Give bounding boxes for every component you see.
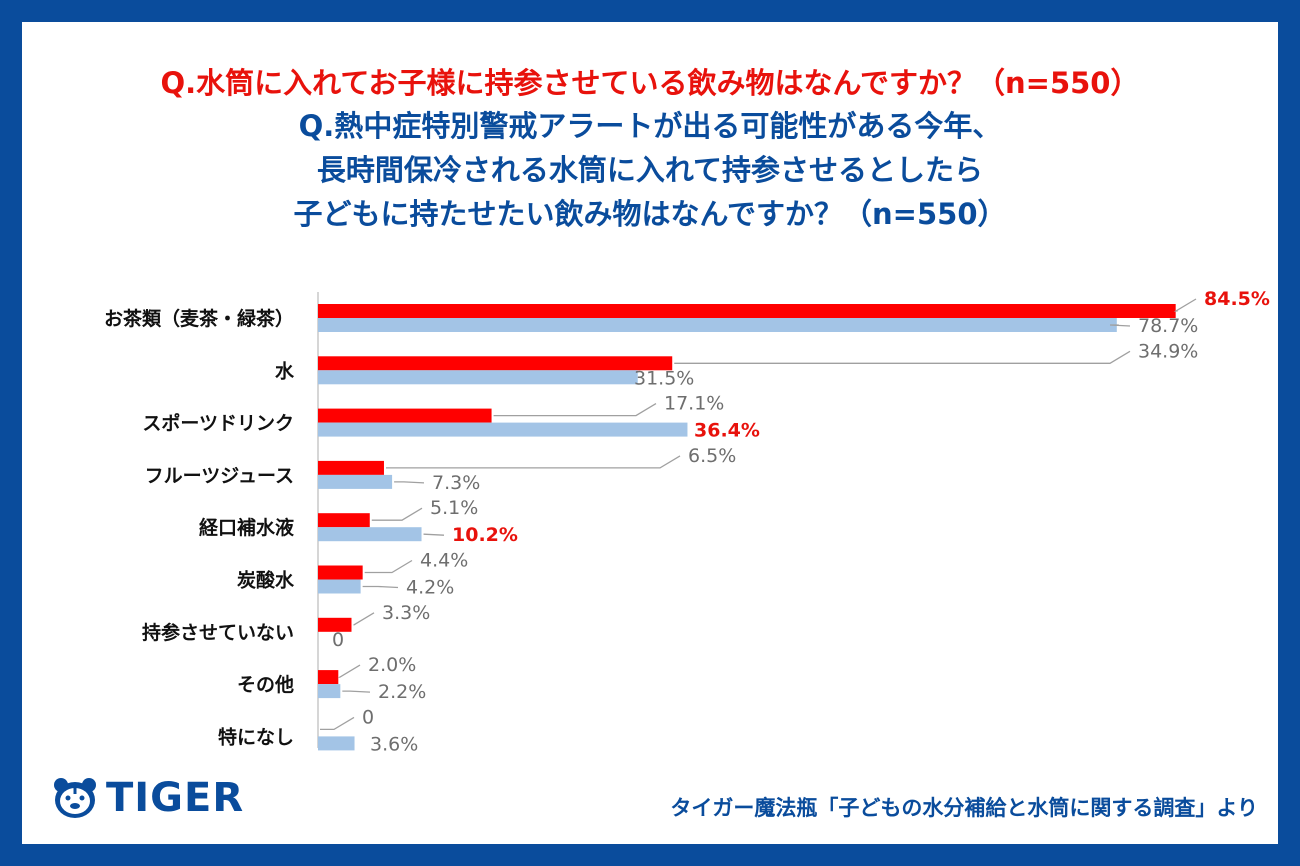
bar-preferred: [318, 736, 355, 751]
leader-line: [342, 690, 371, 693]
bar-current: [318, 617, 352, 632]
leader-line: [337, 664, 361, 678]
question-2-line-2: 長時間保冷される水筒に入れて持参させるとしたら: [316, 153, 984, 187]
data-label-current: 6.5%: [688, 445, 736, 467]
data-label-preferred: 31.5%: [634, 367, 694, 389]
category-label: 炭酸水: [237, 569, 295, 592]
data-label-preferred: 7.3%: [432, 472, 480, 494]
bar-preferred: [318, 684, 341, 699]
category-label: 特になし: [218, 726, 294, 748]
bar-preferred: [318, 318, 1117, 332]
leader-line: [1173, 298, 1197, 312]
data-label-preferred: 36.4%: [694, 420, 760, 442]
question-2-line-3: 子どもに持たせたい飲み物はなんですか？（n=550）: [293, 197, 1007, 231]
leader-line: [353, 612, 375, 626]
leader-line: [362, 585, 399, 589]
category-label: 持参させていない: [142, 621, 294, 644]
data-label-preferred: 4.2%: [406, 577, 454, 599]
data-label-preferred: 0: [332, 629, 344, 651]
bar-current: [318, 670, 339, 685]
category-label: 経口補水液: [199, 516, 295, 539]
category-label: フルーツジュース: [145, 465, 294, 487]
tiger-logo: TIGER: [52, 775, 245, 821]
bar-current: [318, 565, 363, 580]
leader-line: [493, 403, 657, 417]
question-2-line-1: Q.熱中症特別警戒アラートが出る可能性がある今年、: [298, 109, 1002, 143]
data-label-preferred: 10.2%: [452, 524, 518, 546]
category-label: その他: [237, 673, 294, 696]
data-label-preferred: 3.6%: [370, 733, 418, 755]
card-panel: Q.水筒に入れてお子様に持参させている飲み物はなんですか？（n=550） Q.熱…: [22, 22, 1278, 844]
question-2-title: Q.熱中症特別警戒アラートが出る可能性がある今年、 長時間保冷される水筒に入れて…: [22, 104, 1278, 236]
source-note: タイガー魔法瓶「子どもの水分補給と水筒に関する調査」より: [670, 796, 1258, 820]
data-label-current: 3.3%: [382, 602, 430, 624]
data-label-preferred: 2.2%: [378, 681, 426, 703]
bar-preferred: [318, 474, 393, 489]
category-label: お茶類（麦茶・緑茶）: [104, 307, 294, 330]
logo-wordmark: TIGER: [106, 775, 245, 821]
tiger-face-icon: [54, 778, 96, 818]
data-label-current: 17.1%: [664, 393, 724, 415]
leader-line: [371, 507, 423, 521]
data-label-current: 0: [362, 706, 374, 728]
data-label-current: 5.1%: [430, 497, 478, 519]
leader-line: [1109, 324, 1131, 327]
question-1-title: Q.水筒に入れてお子様に持参させている飲み物はなんですか？（n=550）: [160, 66, 1140, 100]
bar-preferred: [318, 370, 638, 385]
leader-line: [394, 481, 425, 484]
bar-preferred: [318, 579, 361, 594]
bar-current: [318, 460, 384, 475]
leader-line: [320, 716, 355, 731]
bar-preferred: [318, 422, 688, 437]
category-label: 水: [275, 360, 295, 382]
data-label-preferred: 78.7%: [1138, 315, 1198, 337]
data-label-current: 2.0%: [368, 654, 416, 676]
leader-line: [423, 533, 445, 536]
data-label-current: 34.9%: [1138, 340, 1198, 362]
leader-line: [674, 350, 1131, 364]
bar-chart: お茶類（麦茶・緑茶） 84.5% 78.7% 水 34.9% 31.5% スポーツドリンク 1…: [104, 288, 1270, 755]
category-label: スポーツドリンク: [142, 412, 294, 435]
data-label-current: 4.4%: [420, 550, 468, 572]
bar-current: [318, 304, 1176, 318]
data-label-current: 84.5%: [1204, 288, 1270, 310]
bar-current: [318, 513, 370, 528]
leader-line: [385, 455, 681, 469]
bar-preferred: [318, 527, 422, 542]
bar-current: [318, 408, 492, 423]
bar-current: [318, 356, 673, 371]
leader-line: [364, 559, 413, 574]
